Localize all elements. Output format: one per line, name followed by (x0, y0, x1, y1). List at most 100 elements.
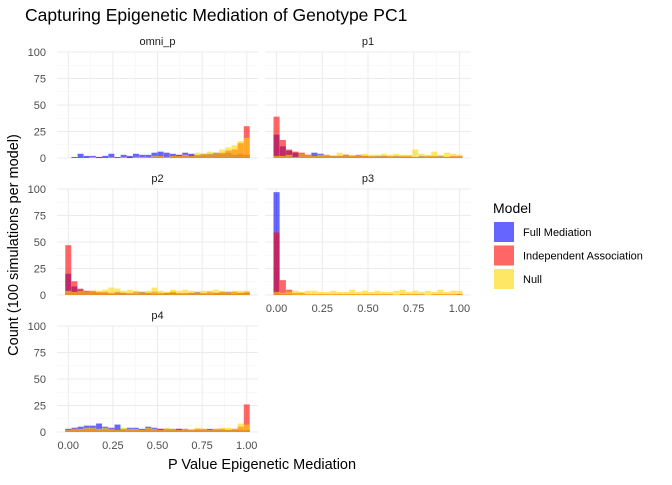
histogram-bar (336, 291, 343, 295)
x-tick-label: 0.25 (102, 440, 123, 452)
y-tick-label: 50 (34, 374, 46, 386)
histogram-bar (424, 290, 431, 295)
histogram-bar (399, 154, 406, 158)
facet-panel-p2: p2 0 25 50 75 100 (28, 173, 258, 302)
x-axis-label: P Value Epigenetic Mediation (168, 457, 356, 473)
histogram-bar (182, 154, 189, 158)
series-null (89, 137, 250, 158)
histogram-bar (108, 153, 115, 158)
histogram-bar (96, 423, 103, 432)
y-axis-label: Count (100 simulations per model) (6, 134, 22, 356)
histogram-bar (182, 428, 189, 432)
histogram-bar (286, 291, 293, 295)
histogram-bar (163, 156, 170, 158)
histogram-bar (330, 290, 337, 295)
y-tick-label: 25 (34, 127, 46, 139)
legend-item-independent-association: Independent Association (494, 245, 643, 266)
facet-strip-label: p4 (151, 310, 163, 322)
histogram-bar (311, 155, 318, 158)
histogram-bar (169, 155, 176, 158)
facet-panels: omni_p 0 25 50 75 100 p1 p2 0 25 50 75 100 p3 0.00 0.25… (28, 36, 471, 452)
histogram-bar (65, 290, 72, 295)
histogram-bar (89, 156, 96, 158)
histogram-bar (145, 427, 152, 432)
histogram-bar (374, 290, 381, 295)
legend-item-null: Null (494, 269, 542, 289)
histogram-bar (443, 291, 450, 295)
histogram-bar (418, 291, 425, 295)
y-tick-label: 0 (40, 290, 46, 302)
histogram-bar (355, 154, 362, 158)
chart-title: Capturing Epigenetic Mediation of Genoty… (25, 5, 407, 25)
histogram-bar (157, 290, 164, 295)
histogram-bar (188, 155, 195, 158)
histogram-bar (368, 154, 375, 158)
histogram-bar (71, 428, 78, 432)
histogram-bar (387, 154, 394, 158)
histogram-bar (431, 151, 438, 158)
histogram-bar (298, 291, 305, 295)
histogram-bar (65, 429, 72, 432)
histogram-bar (163, 291, 170, 295)
histogram-bar (120, 156, 127, 158)
legend-label: Null (523, 274, 542, 286)
histogram-bar (151, 428, 158, 432)
histogram-bar (126, 289, 133, 295)
histogram-bar (132, 290, 139, 295)
histogram-bar (71, 281, 78, 295)
histogram-bar (405, 154, 413, 158)
histogram-bar (243, 137, 250, 158)
facet-panel-omni-p: omni_p 0 25 50 75 100 (28, 36, 258, 165)
histogram-bar (298, 153, 305, 158)
x-tick-label: 0.50 (357, 303, 378, 315)
histogram-bar (279, 139, 286, 158)
histogram-bar (412, 290, 419, 295)
histogram-bar (292, 151, 299, 158)
histogram-bar (311, 152, 318, 158)
histogram-bar (83, 155, 90, 158)
histogram-bar (273, 291, 280, 295)
histogram-bar (231, 145, 238, 158)
histogram-bar (71, 156, 78, 158)
histogram-bar (273, 155, 280, 158)
histogram-bar (145, 290, 152, 295)
histogram-bar (225, 291, 232, 295)
x-tick-label: 0.00 (58, 440, 79, 452)
histogram-bar (292, 156, 299, 158)
histogram-bar (231, 290, 238, 295)
histogram-bar (323, 291, 331, 295)
x-tick-label: 0.25 (312, 303, 333, 315)
histogram-bar (102, 155, 109, 158)
y-tick-label: 100 (28, 47, 46, 59)
histogram-bar (225, 427, 232, 432)
y-tick-label: 0 (40, 153, 46, 165)
y-tick-label: 50 (34, 100, 46, 112)
histogram-bar (114, 424, 121, 432)
histogram-bar (405, 291, 413, 295)
histogram-bar (120, 290, 127, 295)
histogram-bar (286, 154, 293, 158)
histogram-bar (83, 291, 90, 295)
histogram-bar (342, 154, 349, 158)
histogram-bar (243, 424, 250, 432)
facet-panel-p1: p1 (265, 36, 471, 159)
histogram-bar (126, 428, 133, 432)
y-tick-label: 75 (34, 74, 46, 86)
facet-panel-p4: p4 0 25 50 75 100 0.00 0.25 0.50 0.75 1.00 (28, 310, 258, 452)
histogram-bar (151, 287, 158, 295)
y-tick-label: 25 (34, 401, 46, 413)
histogram-bar (380, 153, 387, 158)
histogram-bar (292, 290, 299, 295)
histogram-bar (83, 427, 90, 432)
histogram-bar (212, 152, 219, 158)
histogram-bar (132, 428, 139, 432)
histogram-bar (96, 428, 103, 432)
histogram-bar (139, 154, 146, 158)
series-null (65, 423, 250, 432)
histogram-bar (206, 290, 213, 295)
histogram-bar (157, 151, 164, 158)
histogram-bar (305, 154, 312, 158)
histogram-bar (273, 116, 280, 158)
histogram-bar (108, 287, 115, 295)
